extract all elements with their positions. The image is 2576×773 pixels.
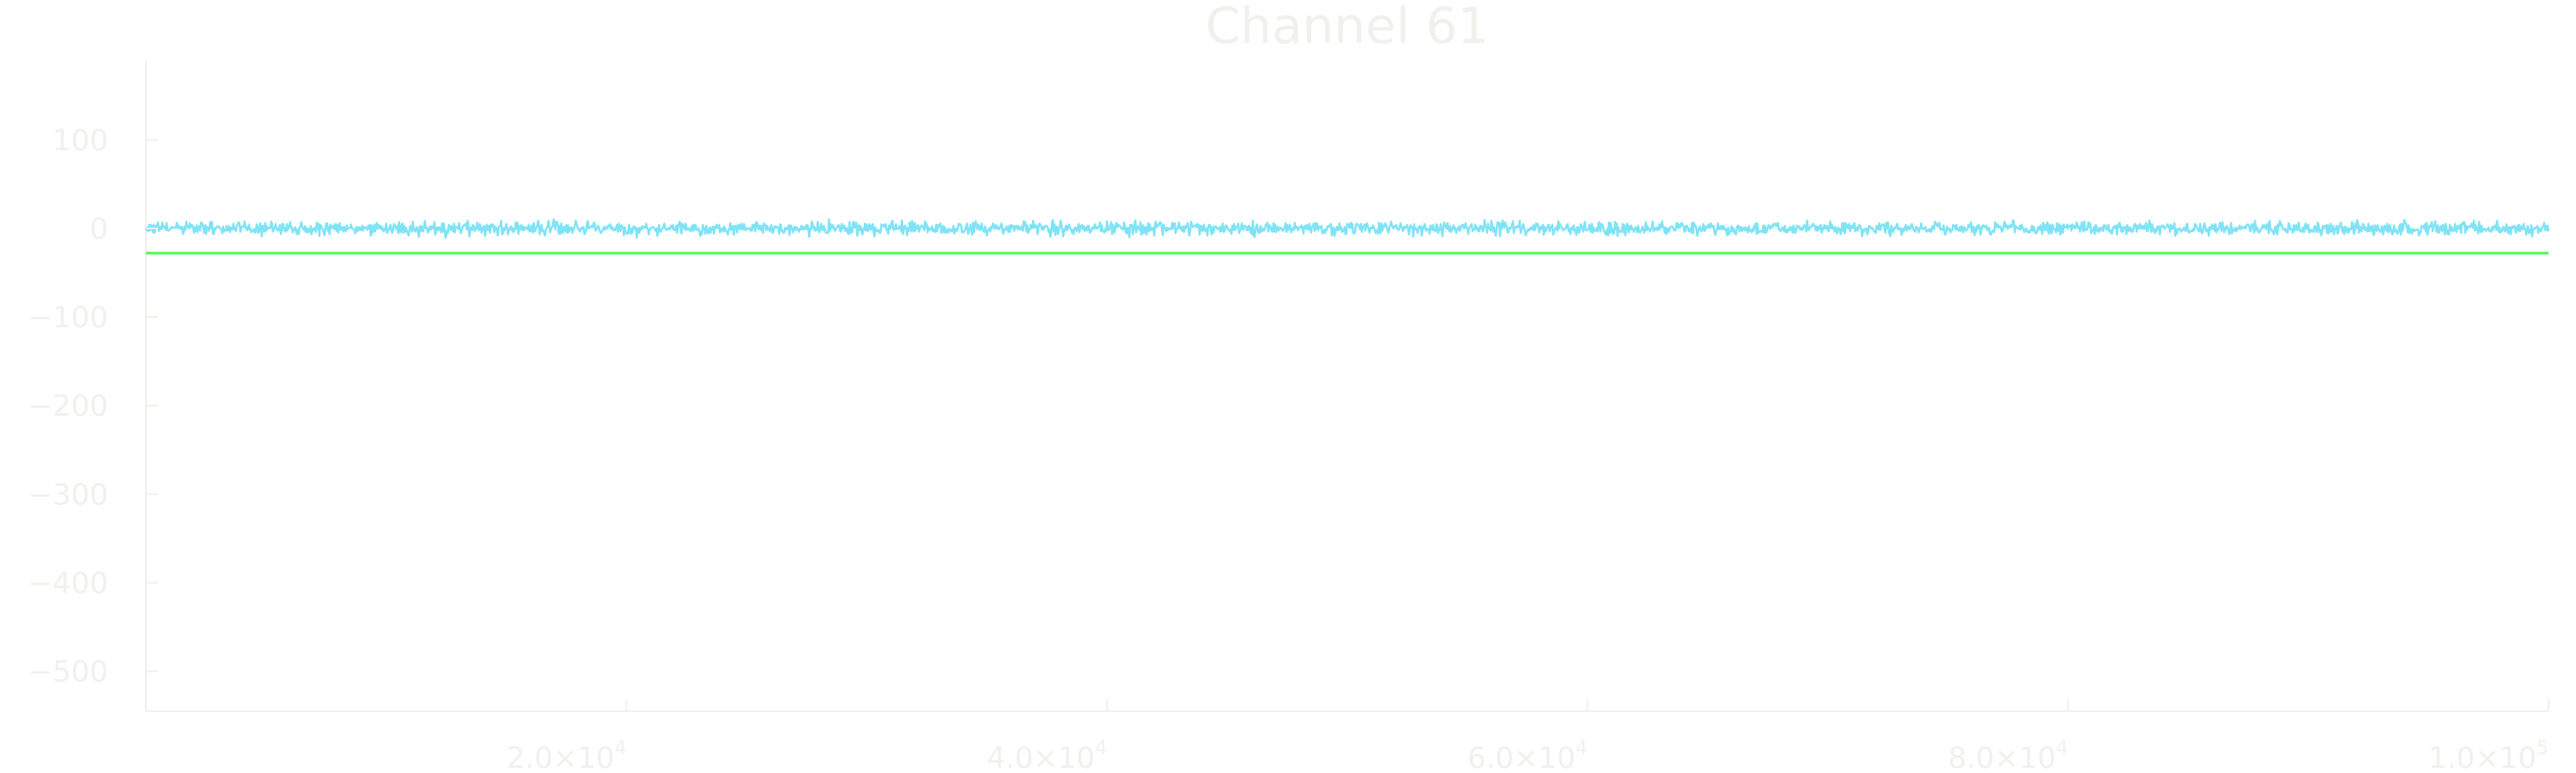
- x-tick-label: 6.0×104: [1467, 738, 1588, 773]
- series-0-noise-line: [144, 218, 2550, 239]
- x-tick-label: 2.0×104: [507, 738, 627, 773]
- x-tick-label: 8.0×104: [1948, 738, 2069, 773]
- y-tick-label: −100: [28, 301, 108, 335]
- x-tick-label: 4.0×104: [987, 738, 1107, 773]
- y-tick-label: −500: [28, 655, 108, 690]
- y-tick-label: −400: [28, 566, 108, 600]
- y-tick-label: −300: [28, 478, 108, 512]
- x-axis-ticks: 2.0×104 4.0×104 6.0×104 8.0×104 1.0×105: [507, 699, 2549, 773]
- y-tick-label: −200: [28, 389, 108, 423]
- y-tick-label: 0: [89, 212, 108, 247]
- x-tick-label: 1.0×105: [2428, 738, 2549, 773]
- series-layer: [144, 218, 2550, 255]
- axes: [145, 60, 2549, 712]
- y-tick-label: 100: [52, 124, 108, 158]
- y-axis-ticks: 100 0 −100 −200 −300 −400 −500: [28, 124, 158, 690]
- chart-title: Channel 61: [1206, 0, 1489, 55]
